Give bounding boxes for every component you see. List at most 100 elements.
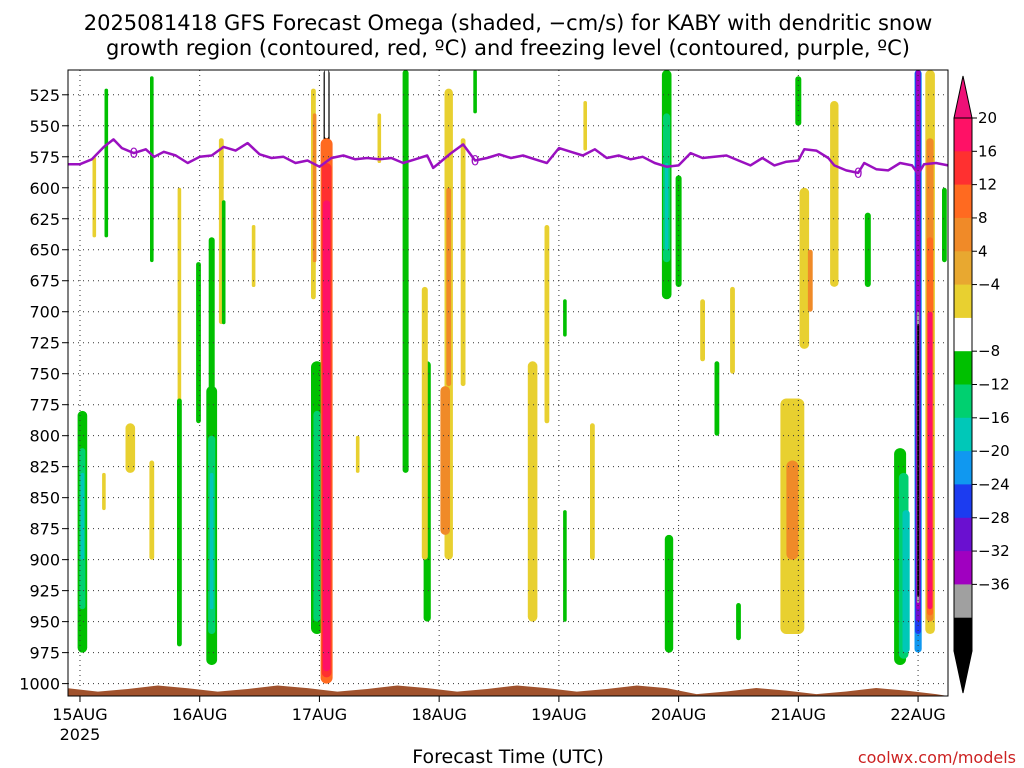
omega-feature [440, 386, 450, 535]
terrain-strip [68, 685, 948, 696]
colorbar-label: −24 [978, 475, 1010, 493]
y-tick-label: 825 [29, 458, 60, 477]
colorbar-label: −28 [978, 509, 1010, 527]
omega-feature [125, 423, 136, 473]
omega-feature [177, 187, 182, 411]
omega-feature [323, 200, 331, 672]
omega-feature [807, 249, 813, 312]
colorbar-swatch [954, 517, 972, 552]
colorbar-swatch [954, 251, 972, 286]
omega-feature [563, 510, 567, 622]
y-tick-label: 525 [29, 86, 60, 105]
colorbar-swatch [954, 584, 972, 619]
colorbar-swatch [954, 384, 972, 419]
omega-feature [830, 101, 839, 287]
colorbar: 20 16 12 8 4 −4 −8 −12 −16 −20 −24 −28 −32 −36 [953, 75, 1010, 694]
chart-title: 2025081418 GFS Forecast Omega (shaded, −… [84, 11, 933, 60]
chart-title-line-1: 2025081418 GFS Forecast Omega (shaded, −… [84, 11, 933, 35]
freezing-level-label: 0 [854, 166, 863, 182]
colorbar-swatch [954, 617, 972, 652]
x-axis-title: Forecast Time (UTC) [412, 746, 603, 768]
y-tick-label: 800 [29, 427, 60, 446]
omega-feature [942, 187, 947, 263]
x-tick-label: 20AUG [651, 705, 706, 724]
omega-feature [377, 113, 382, 163]
colorbar-swatch [954, 184, 972, 219]
plot-frame [67, 69, 949, 697]
omega-feature [590, 423, 595, 560]
y-tick-label: 550 [29, 117, 60, 136]
x-axis: 2025 15AUG 16AUG 17AUG 18AUG 19AUG 20AUG 21AUG… [52, 696, 946, 744]
freezing-level-line [68, 138, 949, 176]
freezing-level-label: 0 [471, 153, 480, 169]
omega-feature [700, 299, 705, 362]
y-tick-label: 775 [29, 396, 60, 415]
y-tick-label: 625 [29, 210, 60, 229]
x-tick-label: 18AUG [411, 705, 466, 724]
y-tick-label: 600 [29, 179, 60, 198]
credit-link[interactable]: coolwx.com/models [858, 748, 1016, 767]
omega-feature [583, 101, 587, 151]
omega-feature [563, 299, 567, 337]
y-tick-label: 675 [29, 272, 60, 291]
omega-feature [150, 76, 154, 263]
colorbar-label: 16 [978, 142, 997, 160]
omega-feature [730, 286, 735, 374]
omega-feature [355, 435, 360, 473]
colorbar-swatch [954, 217, 972, 252]
omega-feature [102, 472, 106, 511]
omega-feature [675, 175, 682, 287]
y-tick-label: 975 [29, 644, 60, 663]
colorbar-swatch [954, 551, 972, 585]
colorbar-top-arrow [953, 75, 973, 119]
omega-feature [324, 70, 329, 139]
x-tick-label: 22AUG [890, 705, 945, 724]
colorbar-swatch [954, 284, 972, 319]
colorbar-label: 8 [978, 209, 988, 227]
omega-feature [149, 460, 155, 560]
y-tick-label: 750 [29, 365, 60, 384]
y-tick-label: 875 [29, 520, 60, 539]
omega-feature [864, 212, 871, 287]
y-tick-label: 575 [29, 148, 60, 167]
colorbar-swatch [954, 451, 972, 485]
omega-feature [402, 70, 409, 473]
y-tick-label: 950 [29, 613, 60, 632]
x-tick-label: 21AUG [771, 705, 826, 724]
omega-feature [664, 163, 669, 250]
omega-feature [714, 361, 720, 436]
omega-feature [902, 510, 910, 653]
plot-area: 0 0 0 [67, 69, 949, 697]
colorbar-label: −16 [978, 409, 1010, 427]
colorbar-label: 12 [978, 176, 997, 194]
colorbar-swatch [954, 417, 972, 452]
omega-feature [313, 410, 321, 622]
y-tick-label: 850 [29, 489, 60, 508]
y-tick-label: 700 [29, 303, 60, 322]
colorbar-swatch [954, 317, 972, 352]
colorbar-label: −20 [978, 442, 1010, 460]
omega-feature [473, 70, 477, 114]
omega-feature [209, 472, 214, 610]
x-tick-label: 16AUG [172, 705, 227, 724]
omega-feature [312, 113, 317, 263]
colorbar-label: −36 [978, 575, 1010, 593]
omega-feature [460, 138, 466, 387]
omega-feature [664, 534, 674, 653]
y-tick-label: 725 [29, 334, 60, 353]
colorbar-label: 4 [978, 242, 988, 260]
freezing-level-contour: 0 0 0 [68, 138, 949, 182]
x-tick-label: 15AUG [52, 705, 107, 724]
colorbar-swatch [954, 351, 972, 385]
omega-feature [446, 187, 452, 387]
colorbar-label: −4 [978, 276, 1000, 294]
omega-feature [544, 225, 550, 424]
omega-shading [77, 70, 947, 684]
terrain-fill [68, 685, 948, 696]
x-tick-label: 19AUG [531, 705, 586, 724]
colorbar-label: −32 [978, 542, 1010, 560]
freezing-level-label: 0 [129, 146, 138, 162]
y-axis: 525 550 575 600 625 650 675 700 725 750 775 800 825 8… [19, 86, 68, 694]
y-tick-label: 900 [29, 551, 60, 570]
